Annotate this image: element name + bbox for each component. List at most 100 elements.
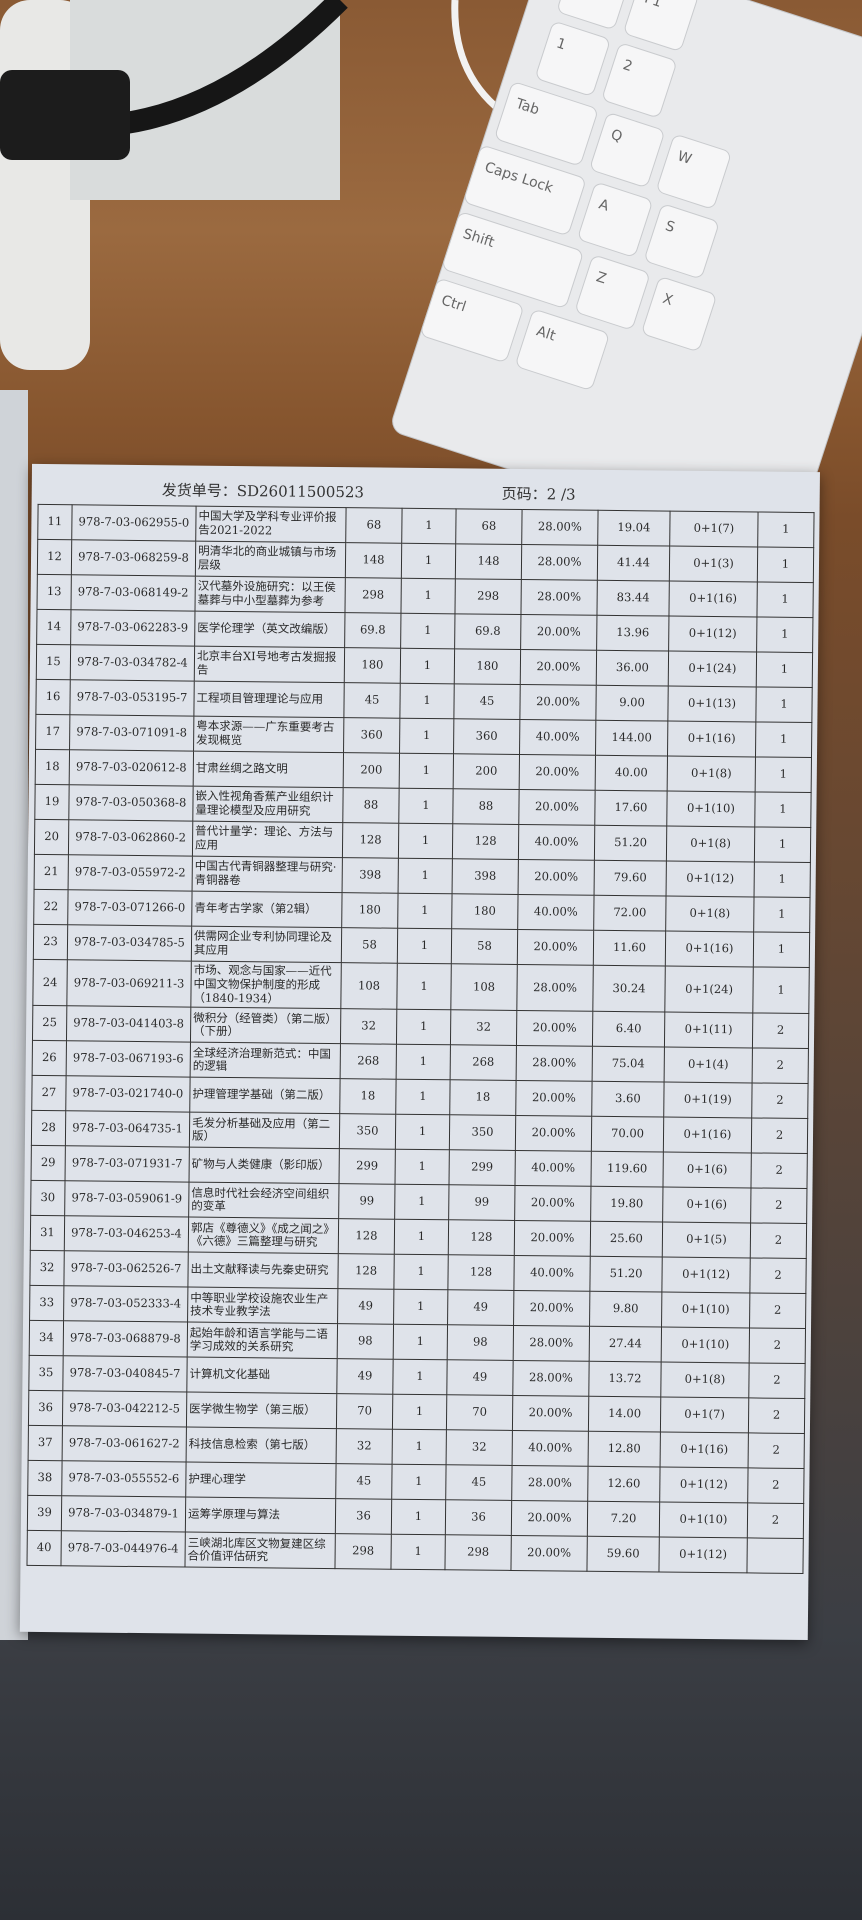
book-title: 普代计量学：理论、方法与应用: [192, 821, 343, 858]
book-title: 护理心理学: [185, 1462, 337, 1500]
amount: 360: [453, 718, 520, 755]
table-row: 24 978-7-03-069211-3 市场、观念与国家——近代中国文物保护制度的…: [32, 959, 810, 1014]
keycap: [645, 205, 718, 278]
row-index: 32: [29, 1250, 65, 1287]
book-title: 信息时代社会经济空间组织的变革: [188, 1182, 339, 1220]
key: Ctrl: [421, 279, 523, 362]
price: 200: [343, 752, 400, 789]
key: S: [645, 205, 718, 278]
quantity: 1: [400, 578, 456, 614]
package: 0+1(24): [664, 966, 754, 1014]
discount: 40.00%: [513, 1255, 591, 1292]
amount: 69.8: [454, 613, 521, 650]
price: 45: [335, 1464, 393, 1500]
row-index: 16: [35, 679, 71, 715]
net-amount: 144.00: [595, 720, 668, 757]
keycap: [558, 0, 631, 29]
keycap: [464, 146, 585, 235]
quantity: 1: [399, 718, 454, 754]
amount: 298: [444, 1535, 512, 1571]
net-amount: 72.00: [593, 895, 667, 932]
discount: 20.00%: [520, 649, 597, 686]
discount: 40.00%: [517, 894, 595, 931]
isbn: 978-7-03-044976-4: [60, 1531, 186, 1568]
isbn: 978-7-03-021740-0: [65, 1076, 191, 1113]
package: 0+1(12): [658, 1537, 748, 1574]
discount: 20.00%: [519, 754, 596, 791]
quantity: 1: [394, 1219, 449, 1256]
row-index: 27: [31, 1075, 67, 1112]
package: 0+1(6): [662, 1152, 752, 1189]
book-title: 科技信息检索（第七版）: [186, 1427, 337, 1465]
amount: 180: [454, 648, 521, 685]
key: Tab: [495, 82, 597, 165]
discount: 20.00%: [510, 1535, 588, 1572]
key-label: W: [675, 148, 693, 168]
keycap: [443, 212, 583, 308]
package: 0+1(16): [667, 721, 756, 757]
package: 0+1(16): [665, 931, 754, 967]
box-number: 1: [757, 511, 815, 548]
row-index: 23: [33, 924, 68, 960]
discount: 20.00%: [519, 684, 597, 721]
amount: 36: [445, 1500, 512, 1536]
amount: 99: [448, 1185, 515, 1221]
row-index: 20: [34, 819, 69, 855]
book-title: 毛发分析基础及应用（第二版）: [189, 1112, 340, 1150]
amount: 49: [447, 1290, 514, 1326]
net-amount: 75.04: [592, 1046, 665, 1083]
row-index: 30: [30, 1180, 66, 1217]
key-label: Ctrl: [439, 292, 468, 315]
quantity: 1: [401, 543, 456, 579]
amount: 268: [450, 1045, 517, 1081]
key-label: Q: [609, 127, 624, 146]
isbn: 978-7-03-034785-5: [67, 924, 192, 962]
price: 128: [338, 1219, 395, 1255]
net-amount: 51.20: [589, 1256, 663, 1293]
net-amount: 12.60: [587, 1466, 661, 1503]
box-number: 2: [750, 1153, 808, 1189]
price: 268: [340, 1044, 397, 1080]
book-title: 汉代墓外设施研究：以王侯墓葬与中小型墓葬为参考: [194, 576, 346, 613]
box-number: 1: [752, 966, 810, 1014]
amount: 128: [452, 823, 519, 860]
price: 68: [345, 507, 403, 544]
box-number: 1: [753, 931, 810, 968]
discount: 28.00%: [513, 1325, 590, 1362]
discount: 20.00%: [514, 1185, 591, 1222]
isbn: 978-7-03-067193-6: [66, 1041, 191, 1078]
book-title: 微积分（经管类）（第二版）（下册）: [190, 1007, 341, 1045]
book-title: 起始年龄和语言学能与二语学习成效的关系研究: [187, 1322, 338, 1360]
book-title: 甘肃丝绸之路文明: [193, 751, 344, 788]
quantity: 1: [394, 1149, 450, 1186]
amount: 299: [448, 1150, 516, 1186]
isbn: 978-7-03-062860-2: [68, 819, 193, 857]
amount: 70: [446, 1395, 513, 1431]
amount: 128: [447, 1255, 515, 1291]
discount: 20.00%: [518, 789, 596, 826]
table-row: 40 978-7-03-044976-4 三峡湖北库区文物复建区综合价值评估研究 29…: [26, 1530, 804, 1574]
isbn: 978-7-03-055552-6: [61, 1461, 187, 1498]
net-amount: 30.24: [592, 965, 666, 1013]
box-number: 2: [752, 1048, 809, 1084]
row-index: 40: [26, 1530, 62, 1567]
box-number: 2: [748, 1433, 805, 1469]
key: Esc: [558, 0, 631, 29]
amount: 68: [455, 508, 523, 545]
package: 0+1(7): [669, 511, 759, 547]
price: 398: [342, 857, 399, 894]
order-number: 发货单号：SD26011500523: [161, 481, 365, 502]
discount: 20.00%: [518, 859, 595, 896]
package: 0+1(24): [668, 651, 757, 687]
keycap: [591, 113, 664, 187]
amount: 49: [446, 1360, 514, 1396]
package: 0+1(10): [659, 1502, 748, 1539]
price: 45: [343, 682, 401, 719]
row-index: 34: [29, 1320, 64, 1357]
row-index: 12: [37, 539, 72, 575]
amount: 98: [447, 1325, 514, 1361]
keycap: [603, 44, 676, 117]
book-title: 明清华北的商业城镇与市场层级: [195, 541, 346, 578]
discount: 20.00%: [515, 1115, 592, 1152]
